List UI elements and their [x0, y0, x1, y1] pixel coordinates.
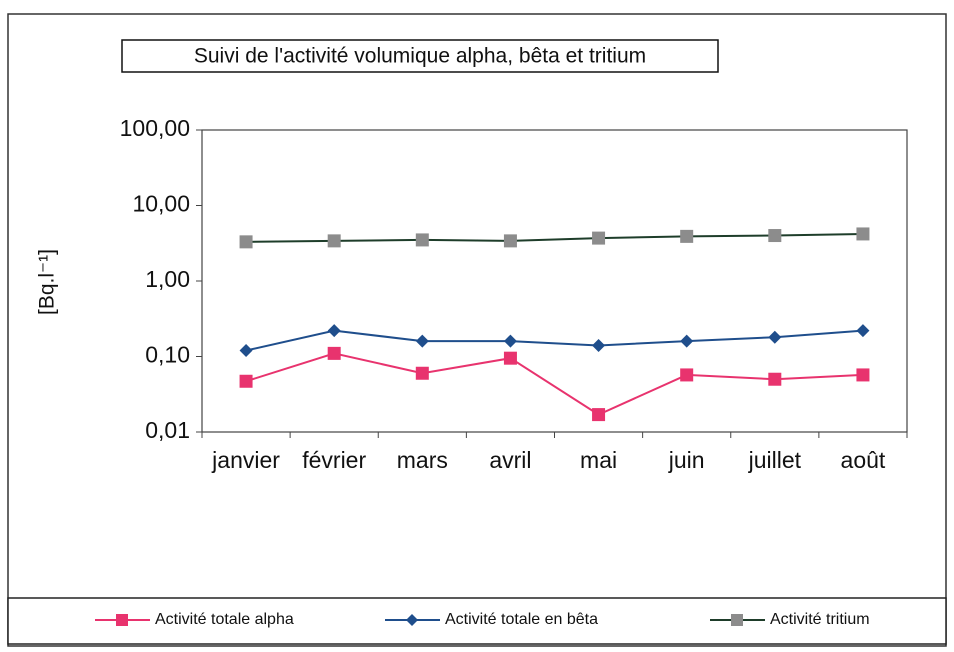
data-point [327, 346, 341, 360]
x-tick-label: juin [668, 447, 705, 473]
data-point [415, 334, 429, 348]
data-point [856, 227, 870, 241]
data-point [680, 229, 694, 243]
data-point [768, 372, 782, 386]
data-point [239, 235, 253, 249]
y-tick-label: 0,01 [145, 417, 190, 443]
legend-marker [406, 614, 418, 626]
y-tick-label: 10,00 [132, 191, 190, 217]
y-tick-label: 0,10 [145, 342, 190, 368]
legend-marker [116, 614, 128, 626]
chart-title: Suivi de l'activité volumique alpha, bêt… [194, 45, 646, 68]
data-point [239, 374, 253, 388]
x-tick-label: février [302, 447, 366, 473]
series-line [245, 352, 863, 416]
data-point [856, 368, 870, 382]
title-box [121, 39, 719, 73]
data-point [856, 324, 870, 338]
data-point [768, 229, 782, 243]
x-tick-label: juillet [748, 447, 802, 473]
data-point [592, 338, 606, 352]
legend-label: Activité totale alpha [155, 611, 294, 628]
data-point [239, 344, 253, 358]
y-tick-label: 1,00 [145, 266, 190, 292]
data-point [680, 334, 694, 348]
x-tick-label: janvier [211, 447, 280, 473]
legend-marker [731, 614, 743, 626]
data-point [592, 408, 606, 422]
legend-label: Activité totale en bêta [445, 611, 598, 628]
data-point [415, 233, 429, 247]
legend-box [7, 597, 947, 645]
data-point [768, 330, 782, 344]
data-point [503, 351, 517, 365]
data-point [503, 334, 517, 348]
x-tick-label: avril [489, 447, 531, 473]
data-point [680, 368, 694, 382]
data-point [415, 366, 429, 380]
x-tick-label: mars [397, 447, 448, 473]
x-tick-label: mai [580, 447, 617, 473]
y-axis-label: [Bq.l⁻¹] [36, 249, 59, 315]
data-point [503, 234, 517, 248]
series-line [246, 232, 863, 243]
data-point [592, 231, 606, 245]
series-line [245, 329, 864, 352]
data-point [327, 324, 341, 338]
legend-label: Activité tritium [770, 611, 870, 628]
y-tick-label: 100,00 [120, 115, 190, 141]
x-tick-label: août [841, 447, 886, 473]
data-point [327, 234, 341, 248]
chart-frame [7, 13, 947, 647]
